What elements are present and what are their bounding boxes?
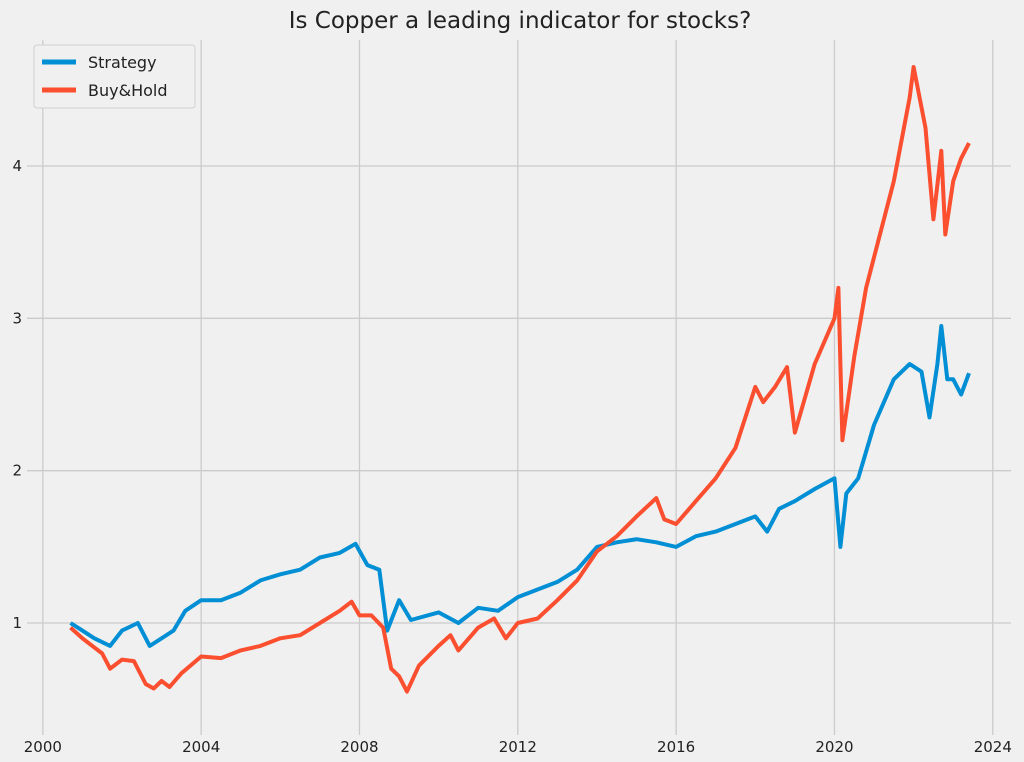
x-tick-label: 2000 (24, 738, 62, 756)
legend: Strategy Buy&Hold (33, 44, 196, 109)
series-lines (69, 65, 971, 694)
legend-label-strategy: Strategy (88, 53, 157, 72)
x-tick-label: 2008 (340, 738, 378, 756)
y-tick-label: 1 (12, 614, 22, 632)
series-line-buy-hold (69, 65, 971, 694)
grid (27, 40, 1011, 735)
x-tick-label: 2020 (815, 738, 853, 756)
legend-label-buy-hold: Buy&Hold (88, 81, 167, 100)
x-tick-label: 2004 (182, 738, 220, 756)
x-tick-label: 2016 (657, 738, 695, 756)
series-line-strategy (69, 324, 971, 648)
y-tick-label: 2 (12, 462, 22, 480)
y-tick-label: 3 (12, 309, 22, 327)
chart-title: Is Copper a leading indicator for stocks… (289, 8, 752, 34)
axis-ticks: 2000 2004 2008 2012 2016 2020 2024 1 2 3 4 (12, 157, 1011, 756)
y-tick-label: 4 (12, 157, 22, 175)
x-tick-label: 2024 (974, 738, 1012, 756)
x-tick-label: 2012 (499, 738, 537, 756)
